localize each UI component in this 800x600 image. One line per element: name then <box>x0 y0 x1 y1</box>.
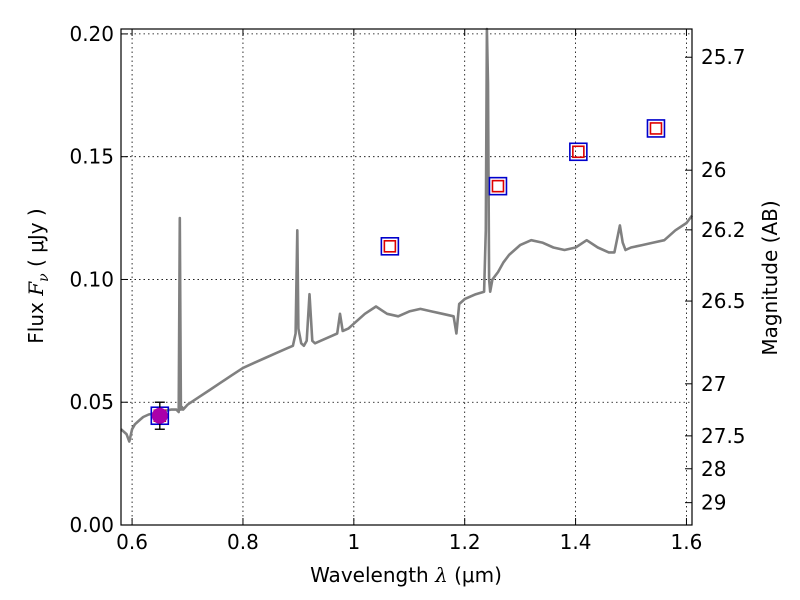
y2-tick-label: 28 <box>701 457 726 481</box>
y2-axis-label: Magnitude (AB) <box>758 200 782 355</box>
x-tick-label: 1.4 <box>560 530 592 554</box>
plot-frame <box>120 28 693 526</box>
y-tick-label: 0.15 <box>69 145 114 169</box>
model-photometry-marker <box>649 122 663 135</box>
observed-photometry-marker <box>380 237 400 256</box>
model-photometry-marker <box>383 240 397 253</box>
model-photometry-marker <box>572 145 585 159</box>
spectrum-series <box>120 27 694 443</box>
x-tick-label: 1.6 <box>671 530 703 554</box>
y-tick-label: 0.10 <box>69 267 114 291</box>
observed-photometry-marker <box>488 176 508 196</box>
axis-ticks: 0.6 0.8 1 1.2 1.4 1.6 0.00 0.05 0.10 0.15 0.20 25.7… <box>69 22 745 554</box>
x-tick-label: 0.8 <box>227 530 259 554</box>
x-tick-label: 1 <box>347 530 360 554</box>
y2-tick-label: 29 <box>701 491 726 515</box>
photometry-markers <box>150 119 666 430</box>
observed-photometry-marker <box>646 119 666 138</box>
model-photometry-marker <box>491 179 505 193</box>
x-tick-label: 0.6 <box>116 530 148 554</box>
y2-tick-label: 25.7 <box>701 45 746 69</box>
y2-tick-label: 26.2 <box>701 218 746 242</box>
spectrum-line <box>120 27 694 443</box>
y-axis-label: Flux Fν ( μJy ) <box>24 208 52 343</box>
y2-tick-label: 26 <box>701 158 726 182</box>
y-tick-label: 0.00 <box>69 513 114 537</box>
y-tick-label: 0.20 <box>69 22 114 46</box>
y2-tick-label: 26.5 <box>701 289 746 313</box>
observed-photometry-marker <box>569 142 588 162</box>
y2-tick-label: 27 <box>701 372 726 396</box>
y-tick-label: 0.05 <box>69 390 114 414</box>
grid-lines <box>121 29 692 526</box>
x-axis-label: Wavelength λ (μm) <box>310 563 502 587</box>
x-tick-label: 1.2 <box>449 530 481 554</box>
detection-point <box>151 407 168 424</box>
y2-tick-label: 27.5 <box>701 424 746 448</box>
